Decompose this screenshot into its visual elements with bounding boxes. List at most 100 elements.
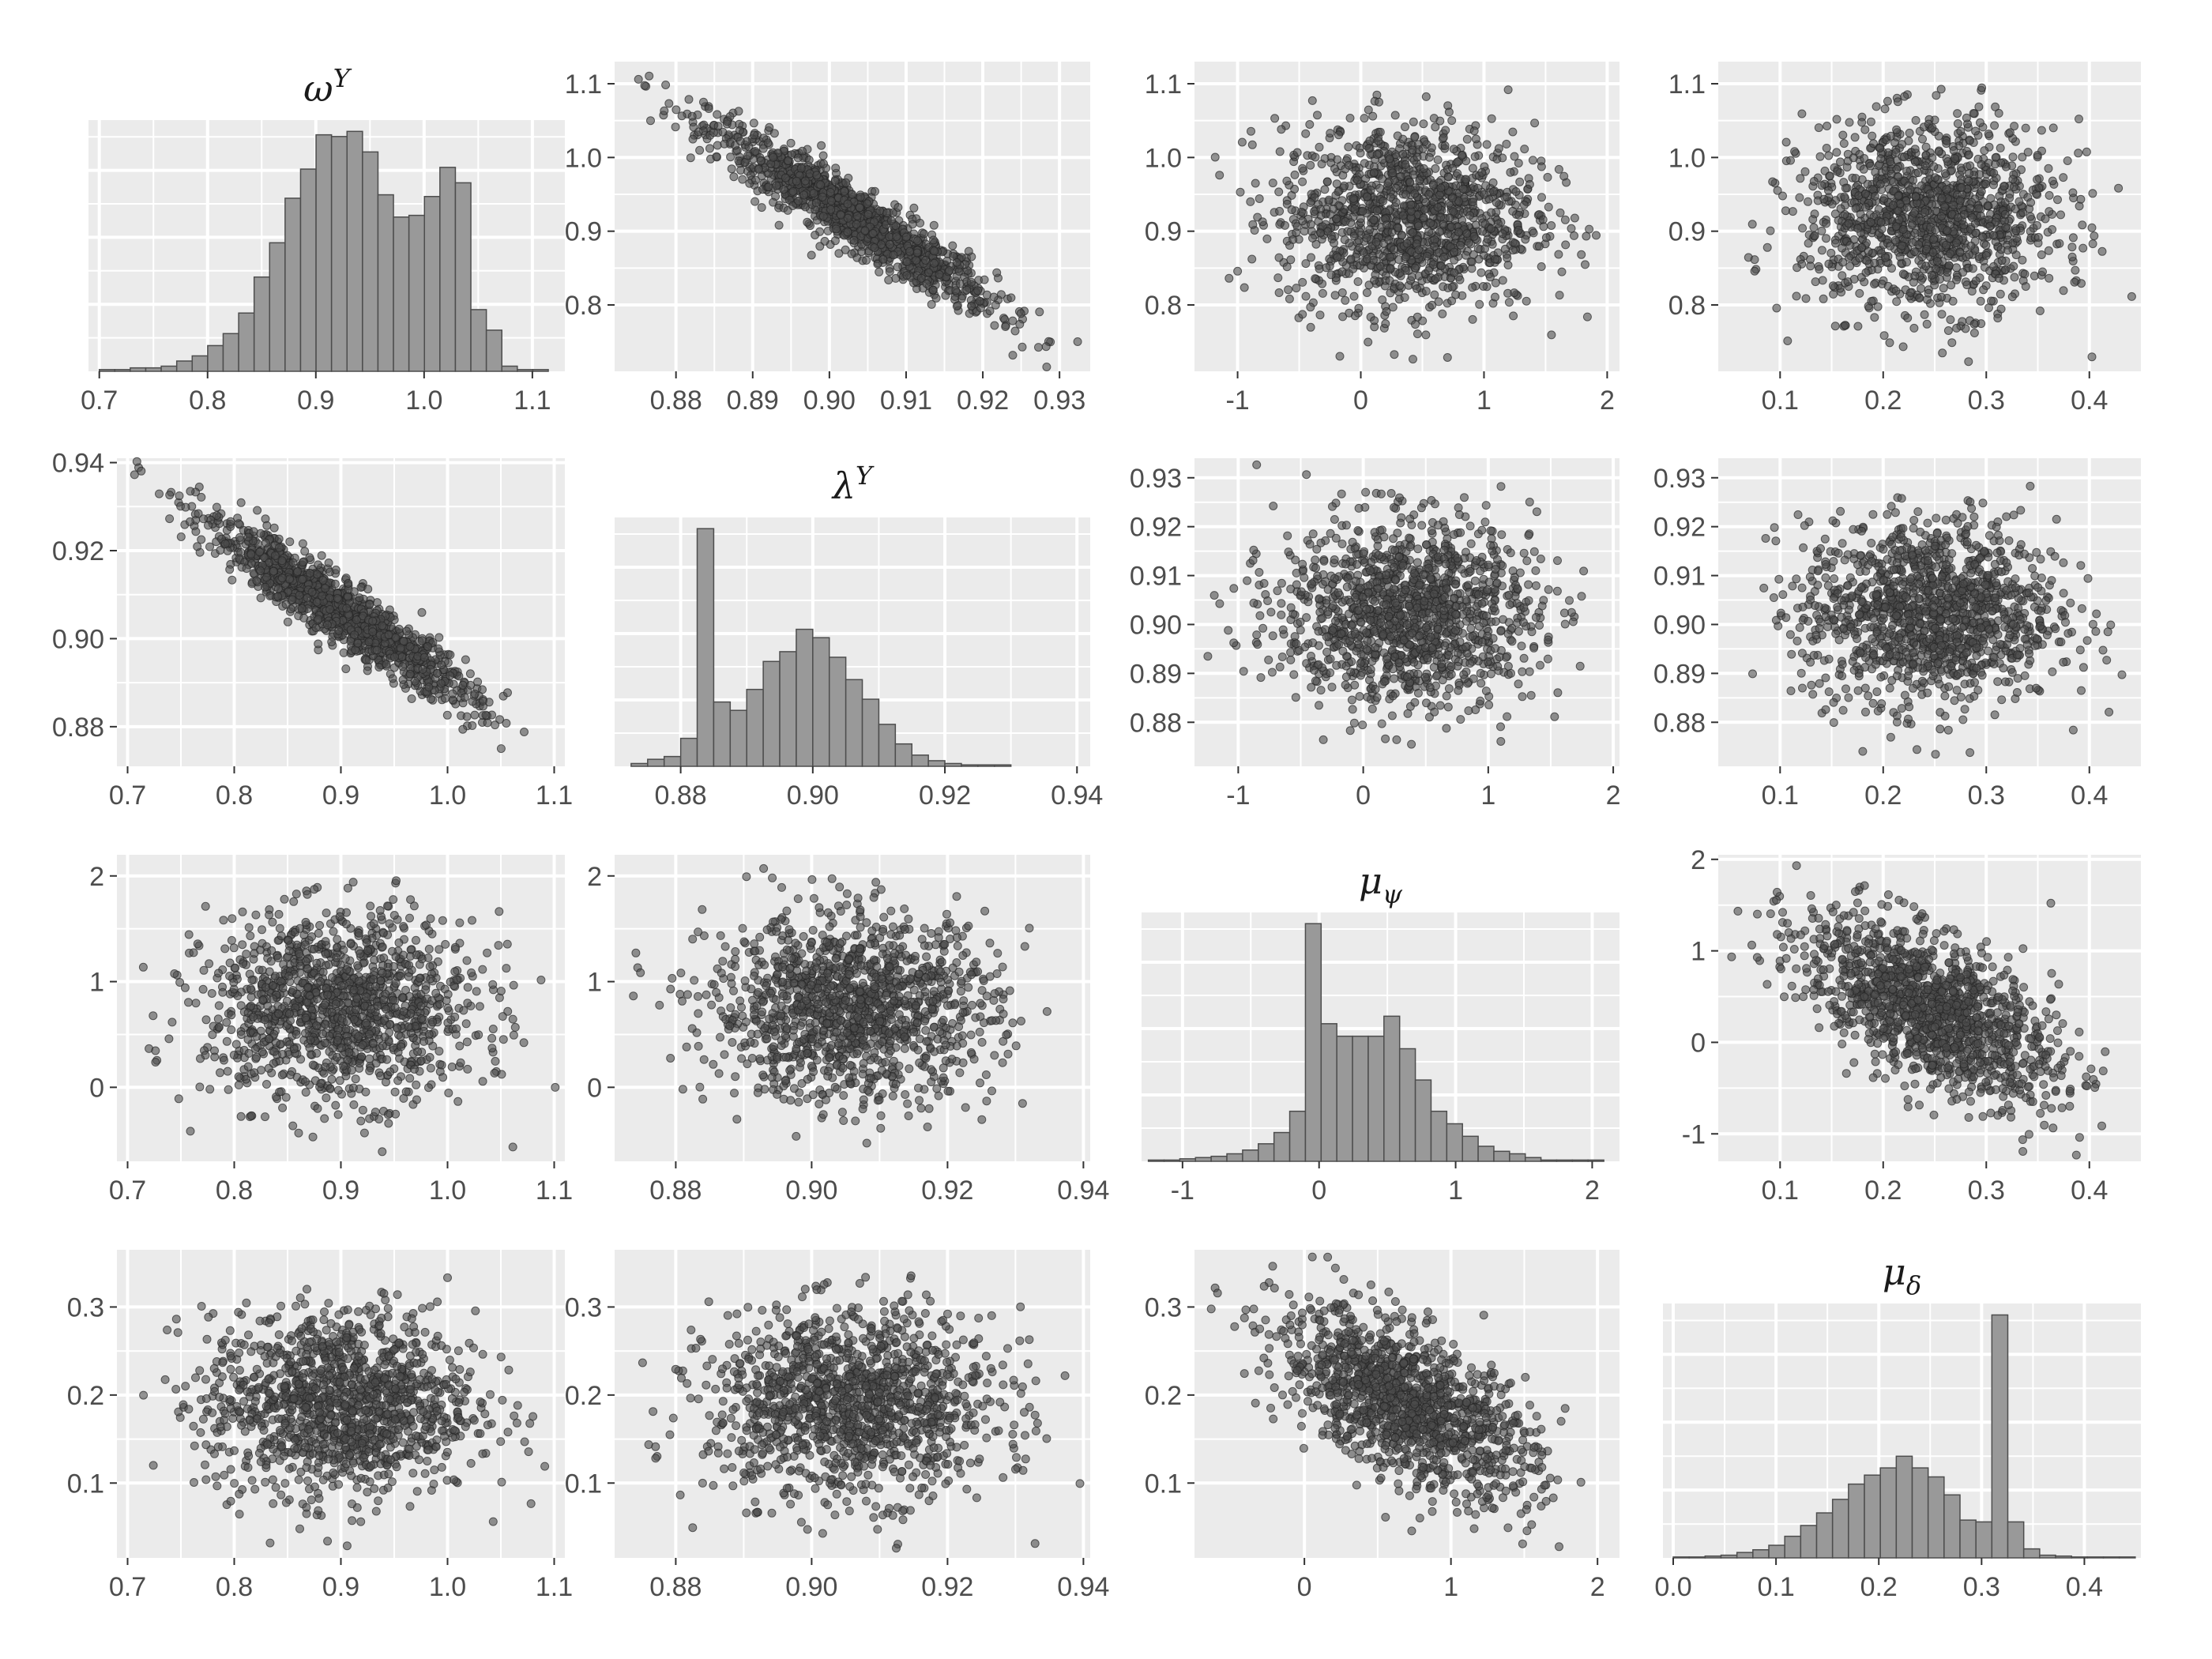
scatter-point [1447, 282, 1457, 292]
scatter-point [324, 559, 333, 567]
scatter-point [929, 235, 938, 245]
scatter-point [1320, 185, 1330, 194]
scatter-point [1431, 122, 1440, 132]
scatter-point [1370, 276, 1379, 285]
scatter-point [1966, 204, 1975, 213]
scatter-point [1547, 221, 1556, 230]
scatter-point [1360, 114, 1369, 123]
scatter-point [1817, 181, 1826, 190]
scatter-point [1424, 266, 1433, 276]
scatter-point [1498, 276, 1507, 285]
x-tick-label: 0.1 [1762, 386, 1799, 416]
scatter-point [1840, 192, 1849, 201]
scatter-point [2026, 212, 2035, 221]
scatter-point [1783, 337, 1793, 345]
scatter-point [754, 164, 763, 174]
scatter-point [1909, 323, 1919, 333]
scatter-point [1322, 177, 1332, 186]
scatter-point [1977, 186, 1986, 196]
scatter-point [765, 122, 774, 132]
scatter-point [441, 694, 450, 703]
scatter-point [1443, 353, 1452, 362]
scatter-point [1440, 141, 1450, 150]
histogram-bar [470, 309, 487, 372]
scatter-point [1247, 254, 1257, 264]
scatter-point [1481, 181, 1491, 190]
scatter-point [1468, 283, 1477, 292]
scatter-point [792, 176, 801, 186]
scatter-point [1237, 137, 1247, 147]
scatter-point [1537, 193, 1546, 202]
scatter-point [695, 145, 705, 155]
scatter-point [1747, 220, 1757, 229]
scatter-point [1985, 221, 1995, 231]
scatter-point [1525, 179, 1534, 189]
scatter-point [1910, 271, 1920, 280]
scatter-point [1444, 107, 1454, 117]
scatter-point [417, 608, 427, 617]
scatter-point [1408, 228, 1417, 237]
scatter-point [1073, 337, 1082, 346]
scatter-point [1388, 303, 1398, 312]
scatter-point [1951, 154, 1960, 164]
scatter-point [743, 151, 753, 160]
scatter-point [2087, 223, 2097, 232]
scatter-point [1421, 198, 1431, 207]
scatter-point [1981, 179, 1991, 189]
scatter-point [2044, 246, 2053, 255]
scatter-point [1943, 268, 1952, 277]
scatter-point [1938, 348, 1947, 358]
scatter-point [803, 217, 812, 227]
scatter-point [1768, 177, 1778, 186]
scatter-point [1458, 184, 1468, 194]
scatter-point [1305, 120, 1315, 129]
scatter-point [1996, 304, 2006, 314]
scatter-point [1424, 228, 1433, 237]
scatter-point [1864, 246, 1873, 256]
scatter-point [893, 262, 902, 272]
scatter-point [1355, 227, 1364, 236]
scatter-point [1274, 253, 1284, 262]
scatter-point [1974, 204, 1984, 213]
scatter-point [1467, 257, 1477, 266]
scatter-point [772, 181, 781, 190]
scatter-point [1224, 273, 1234, 283]
scatter-point [2008, 152, 2018, 162]
scatter-point [757, 203, 766, 213]
scatter-point [1236, 187, 1245, 197]
scatter-point [1964, 250, 1973, 259]
scatter-point [1370, 316, 1379, 325]
y-tick-label: 1.1 [565, 70, 602, 100]
scatter-point [1860, 125, 1870, 134]
scatter-point [1421, 330, 1431, 340]
scatter-point [1247, 126, 1255, 136]
scatter-point [1396, 172, 1405, 181]
scatter-point [1398, 211, 1408, 220]
scatter-point [2078, 243, 2088, 253]
scatter-point [1386, 264, 1395, 273]
scatter-point [1924, 288, 1933, 298]
scatter-point [473, 677, 483, 687]
panel-1-3: -1 0 1 20.80.91.01.1 [1145, 62, 1620, 416]
scatter-point [1298, 310, 1307, 319]
scatter-point [1455, 275, 1465, 284]
scatter-point [1274, 288, 1284, 297]
scatter-point [735, 137, 745, 146]
scatter-point [720, 139, 729, 149]
scatter-point [1436, 183, 1446, 193]
scatter-point [1868, 131, 1877, 141]
scatter-point [928, 285, 938, 295]
scatter-point [1984, 158, 1993, 167]
scatter-point [699, 97, 708, 107]
histogram-bar [191, 355, 209, 372]
scatter-point [664, 99, 674, 108]
scatter-point [1492, 198, 1501, 207]
scatter-point [1483, 235, 1492, 244]
scatter-point [1866, 217, 1875, 227]
scatter-point [1511, 187, 1521, 196]
scatter-point [1939, 284, 1948, 293]
scatter-point [1577, 250, 1586, 259]
scatter-point [1874, 205, 1883, 214]
scatter-point [1969, 329, 1979, 337]
scatter-point [2005, 128, 2014, 137]
